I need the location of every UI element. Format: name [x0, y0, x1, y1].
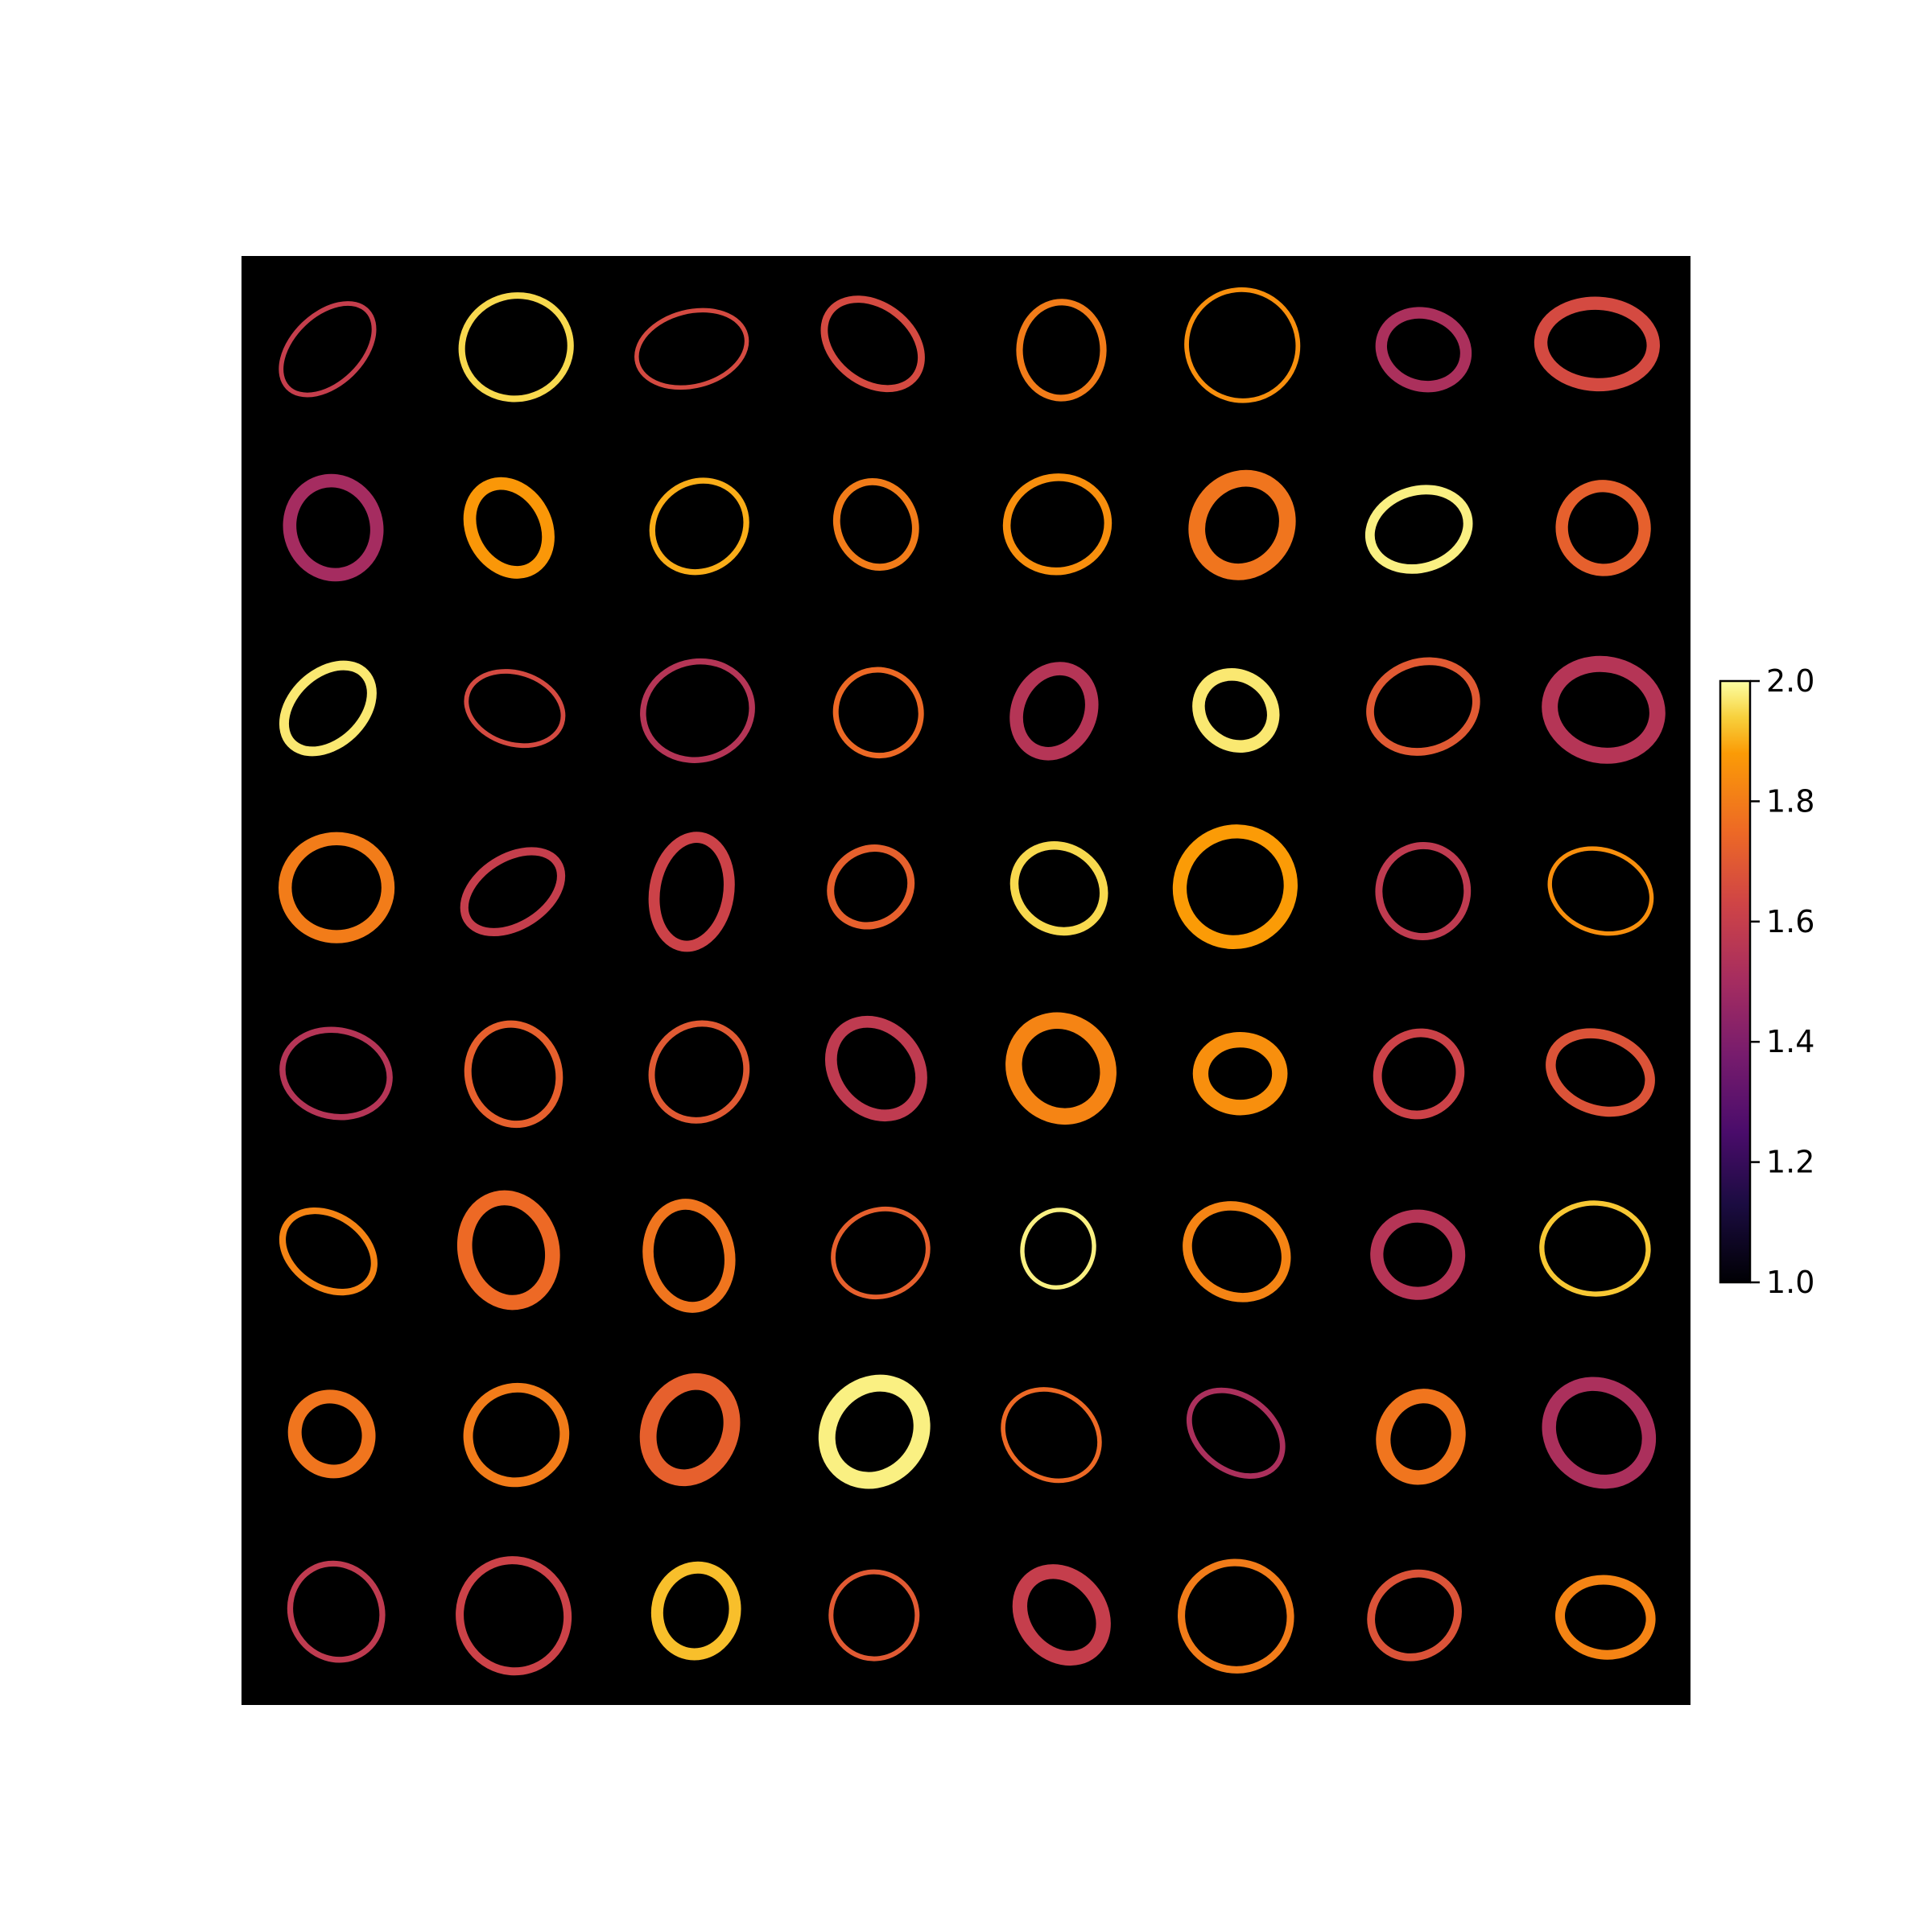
ring-r4-c1 — [279, 832, 395, 943]
ring-r5-c2 — [464, 1020, 564, 1129]
ring-r7-c5 — [1001, 1387, 1102, 1484]
ring-r1-c2 — [458, 292, 574, 402]
ring-r1-c6 — [1184, 287, 1301, 403]
ring-r1-c8 — [1534, 296, 1660, 392]
plot-area — [242, 256, 1690, 1705]
ring-r3-c7 — [1366, 657, 1480, 756]
ring-r2-c2 — [463, 477, 555, 579]
colorbar: 1.0 1.2 1.4 1.6 1.8 2.0 — [1719, 663, 1814, 1300]
ring-r6-c2 — [456, 1190, 560, 1311]
ring-r1-c3 — [634, 308, 749, 390]
ring-r3-c3 — [640, 658, 755, 763]
ring-r6-c5 — [1020, 1208, 1096, 1290]
colorbar-tick-label: 1.6 — [1766, 904, 1814, 939]
ring-r3-c6 — [1192, 668, 1280, 753]
ring-r2-c5 — [1002, 473, 1113, 576]
ring-r3-c2 — [464, 669, 566, 749]
ring-r8-c2 — [456, 1556, 572, 1676]
ring-r5-c4 — [824, 1015, 927, 1122]
ring-r5-c6 — [1192, 1031, 1288, 1116]
ring-r6-c6 — [1183, 1201, 1291, 1302]
ring-r2-c3 — [649, 477, 749, 576]
ring-r1-c5 — [1016, 299, 1107, 402]
ring-r7-c4 — [818, 1374, 931, 1489]
ring-r4-c5 — [1009, 841, 1108, 936]
ring-r6-c8 — [1539, 1200, 1651, 1297]
ring-r1-c4 — [820, 295, 925, 393]
ring-r7-c6 — [1186, 1387, 1286, 1479]
colorbar-tick-label: 1.0 — [1766, 1265, 1814, 1300]
ring-r3-c8 — [1542, 655, 1666, 764]
ring-r7-c7 — [1376, 1389, 1466, 1485]
ring-r7-c8 — [1542, 1377, 1657, 1489]
ring-r5-c1 — [279, 1026, 393, 1121]
ring-r4-c7 — [1375, 841, 1472, 941]
ring-r3-c1 — [279, 660, 377, 757]
ring-r2-c8 — [1555, 480, 1651, 576]
ring-r7-c2 — [463, 1382, 570, 1488]
ring-r4-c6 — [1172, 824, 1298, 950]
ring-r4-c4 — [827, 844, 915, 930]
ring-r1-c1 — [279, 301, 377, 398]
ring-r3-c5 — [1009, 662, 1099, 761]
ring-r6-c7 — [1370, 1209, 1466, 1300]
colorbar-gradient — [1719, 679, 1752, 1284]
ring-r3-c4 — [832, 667, 924, 759]
ring-r4-c8 — [1547, 846, 1654, 936]
ring-r8-c7 — [1367, 1569, 1462, 1662]
ring-r4-c3 — [648, 832, 735, 952]
ring-r6-c1 — [279, 1207, 378, 1296]
ring-r7-c3 — [639, 1373, 741, 1487]
colorbar-tick-label: 1.8 — [1766, 783, 1814, 819]
colorbar-tick-label: 1.4 — [1766, 1024, 1814, 1059]
colorbar-tick-label: 1.2 — [1766, 1145, 1814, 1180]
ring-r4-c2 — [460, 847, 566, 937]
ring-r5-c8 — [1546, 1028, 1655, 1117]
rings-layer — [279, 287, 1666, 1676]
ring-r6-c4 — [831, 1206, 931, 1300]
ring-r5-c7 — [1373, 1028, 1465, 1120]
ring-r2-c7 — [1364, 485, 1473, 574]
ring-r5-c3 — [648, 1020, 750, 1124]
ring-r5-c5 — [1005, 1012, 1117, 1125]
ring-r2-c1 — [283, 473, 384, 582]
ring-r8-c6 — [1178, 1558, 1294, 1674]
ring-r1-c7 — [1375, 307, 1472, 393]
ring-r8-c8 — [1555, 1575, 1656, 1660]
ring-r7-c1 — [287, 1389, 376, 1479]
ring-r8-c1 — [287, 1560, 386, 1663]
ring-r8-c4 — [828, 1569, 920, 1662]
ring-r8-c5 — [1012, 1564, 1111, 1666]
colorbar-tick-label: 2.0 — [1766, 663, 1814, 699]
ring-r2-c4 — [832, 478, 919, 571]
ring-r6-c3 — [642, 1199, 736, 1313]
ring-r8-c3 — [650, 1561, 741, 1661]
colorbar-ticks: 1.0 1.2 1.4 1.6 1.8 2.0 — [1750, 663, 1814, 1300]
ring-r2-c6 — [1188, 469, 1296, 580]
